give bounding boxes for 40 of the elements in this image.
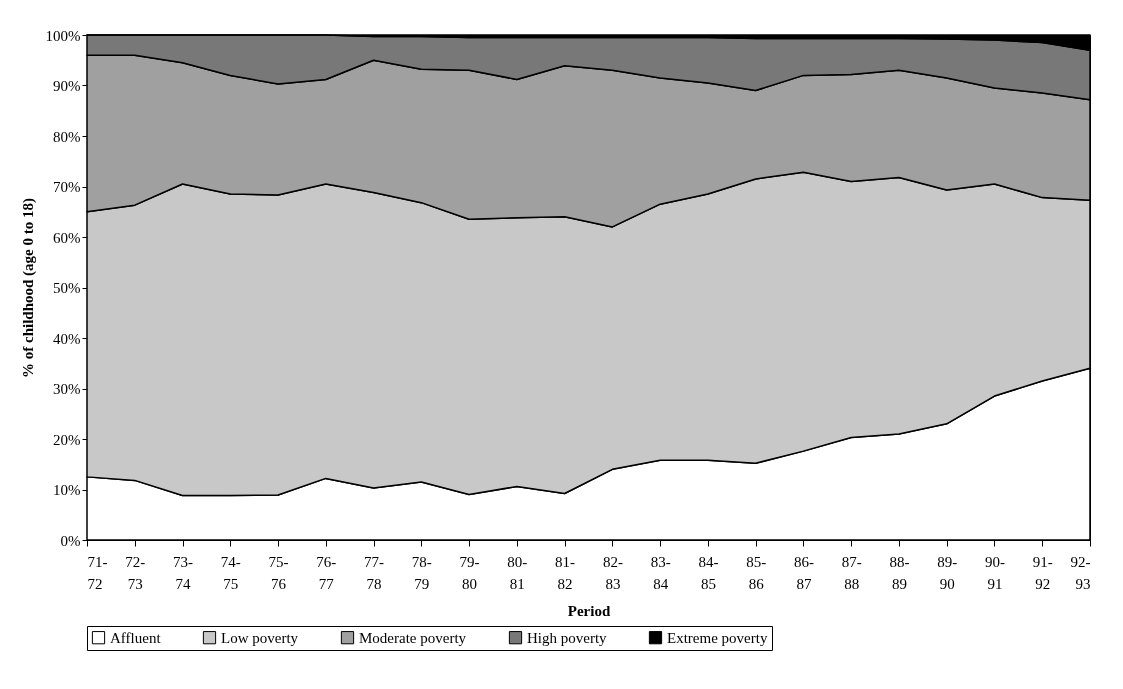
x-tick-label: 73-74 bbox=[173, 553, 194, 592]
y-tick-label: 50% bbox=[53, 280, 81, 296]
x-tick-label: 87-88 bbox=[841, 553, 862, 592]
x-tick-label: 78-79 bbox=[411, 553, 432, 592]
x-tick-label: 75-76 bbox=[268, 553, 289, 592]
x-tick-label: 91-92 bbox=[1032, 553, 1053, 592]
x-tick-label: 79-80 bbox=[459, 553, 480, 592]
x-tick-label: 82-83 bbox=[602, 553, 623, 592]
legend-label: High poverty bbox=[527, 629, 608, 646]
x-tick-label: 88-89 bbox=[889, 553, 910, 592]
y-tick-label: 60% bbox=[53, 229, 81, 246]
y-tick-label: 90% bbox=[53, 78, 81, 94]
x-tick-label: 86-87 bbox=[793, 553, 814, 592]
x-tick-label: 72-73 bbox=[125, 553, 146, 592]
x-tick-label: 84-85 bbox=[698, 553, 719, 592]
y-tick-label: 40% bbox=[53, 330, 81, 347]
y-tick-label: 10% bbox=[53, 482, 81, 498]
y-tick-label: 0% bbox=[60, 532, 81, 549]
y-tick-label: 30% bbox=[53, 381, 81, 397]
y-tick-label: 70% bbox=[53, 179, 81, 195]
legend-label: Low poverty bbox=[221, 629, 299, 646]
x-tick-label: 92-93 bbox=[1070, 553, 1091, 592]
y-tick-label: 80% bbox=[53, 128, 81, 145]
x-tick-label: 83-84 bbox=[650, 553, 671, 592]
y-tick-label: 20% bbox=[53, 431, 81, 448]
legend-label: Moderate poverty bbox=[359, 629, 467, 646]
y-tick-label: 100% bbox=[45, 27, 81, 44]
x-tick-label: 80-81 bbox=[507, 553, 528, 592]
x-axis-title: Period bbox=[567, 602, 611, 619]
legend-label: Extreme poverty bbox=[667, 629, 768, 646]
x-tick-label: 76-77 bbox=[316, 553, 337, 592]
legend-label: Affluent bbox=[110, 629, 162, 646]
x-tick-label: 71-72 bbox=[87, 553, 108, 592]
x-tick-label: 89-90 bbox=[937, 553, 958, 592]
x-tick-label: 77-78 bbox=[364, 553, 385, 592]
x-tick-label: 74-75 bbox=[220, 553, 241, 592]
x-tick-label: 85-86 bbox=[746, 553, 767, 592]
x-tick-label: 81-82 bbox=[555, 553, 576, 592]
x-tick-label: 90-91 bbox=[984, 553, 1005, 592]
y-axis-title: % of childhood (age 0 to 18) bbox=[19, 198, 37, 378]
